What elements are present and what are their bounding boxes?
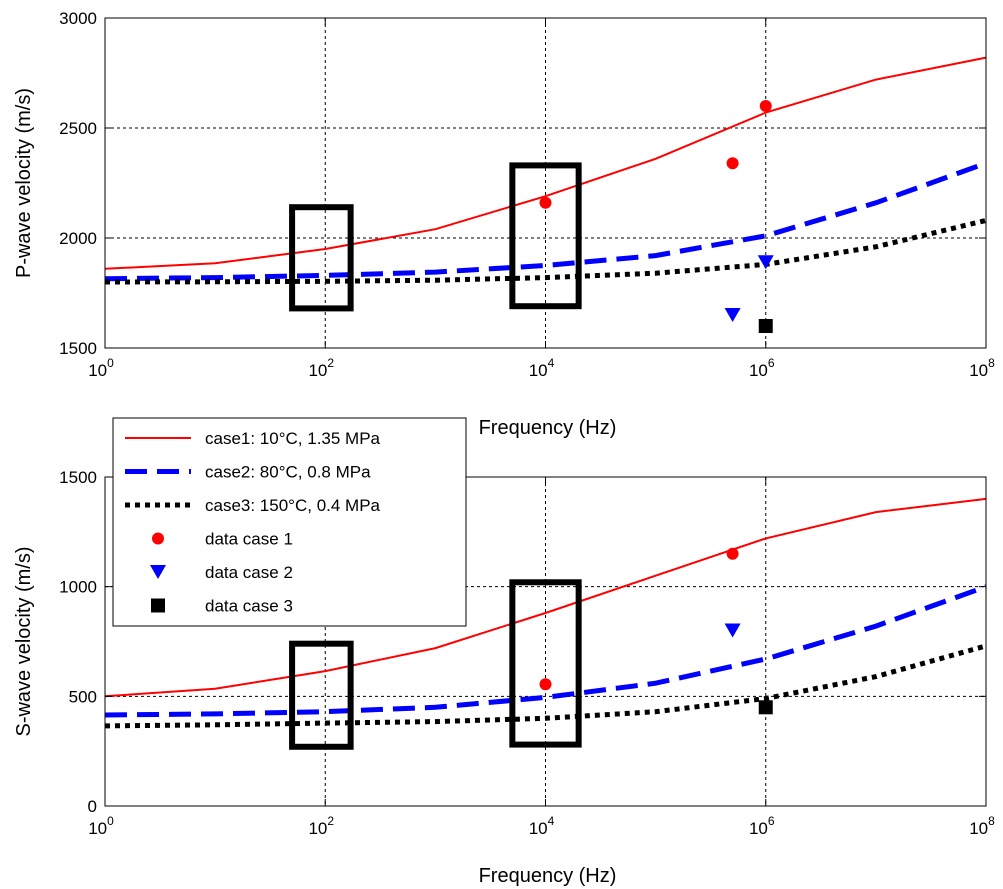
s-wave-x-tick-label: 100 [88, 814, 114, 838]
p-wave-x-tick-base: 10 [308, 361, 327, 380]
s-wave-x-tick-base: 10 [529, 819, 548, 838]
p-wave-marker-data-case-1 [726, 157, 739, 170]
s-wave-marker-data-case-1 [726, 547, 739, 560]
p-wave-x-tick-exp: 8 [988, 356, 995, 370]
p-wave-series-case1 [104, 56, 987, 270]
s-wave-highlight-box-2 [509, 579, 582, 748]
p-wave-series-case2 [104, 160, 987, 282]
p-wave-x-tick-label: 102 [308, 356, 334, 380]
p-wave-x-tick-base: 10 [969, 361, 988, 380]
s-wave-series-case3 [104, 643, 987, 729]
p-wave-highlight-box-1 [289, 204, 354, 312]
s-wave-marker-data-case-2 [724, 623, 741, 638]
s-wave-x-tick-label: 102 [308, 814, 334, 838]
s-wave-series-case1 [104, 497, 987, 698]
s-wave-x-tick-label: 108 [969, 814, 995, 838]
s-wave-y-tick-label: 0 [88, 797, 97, 816]
legend-label: data case 2 [205, 563, 293, 582]
legend-item-case2-80-c-0-8-mpa: case2: 80°C, 0.8 MPa [125, 463, 371, 482]
s-wave-x-tick-exp: 4 [548, 814, 555, 828]
p-wave-series-case3 [104, 217, 987, 285]
p-wave-y-tick-label: 2500 [59, 119, 97, 138]
p-wave-marker-data-case-2 [724, 308, 741, 322]
p-wave-x-tick-exp: 4 [548, 356, 555, 370]
s-wave-marker-data-case-3 [758, 700, 773, 715]
legend-item-data-case-2: data case 2 [150, 563, 293, 582]
legend-label: data case 1 [205, 530, 293, 549]
p-wave-marker-data-case-1 [759, 100, 772, 112]
p-wave-marker-data-case-2 [757, 255, 774, 270]
s-wave-x-tick-base: 10 [88, 819, 107, 838]
legend-label: case2: 80°C, 0.8 MPa [205, 463, 371, 482]
p-wave-x-tick-label: 108 [969, 356, 995, 380]
p-wave-x-tick-exp: 6 [768, 356, 775, 370]
p-wave-x-axis-label: Frequency (Hz) [479, 417, 617, 439]
legend-swatch-triangle-down [150, 565, 166, 579]
s-wave-highlight-box-1 [289, 640, 354, 750]
p-wave-y-tick-label: 3000 [59, 9, 97, 28]
p-wave-x-tick-label: 100 [88, 356, 114, 380]
s-wave-x-tick-exp: 2 [327, 814, 334, 828]
s-wave-y-tick-label: 1500 [59, 468, 97, 487]
p-wave-highlight-box-2 [509, 162, 582, 310]
legend-label: case3: 150°C, 0.4 MPa [205, 496, 381, 515]
s-wave-marker-data-case-1 [539, 678, 552, 691]
p-wave-x-tick-base: 10 [529, 361, 548, 380]
s-wave-x-tick-label: 104 [529, 814, 555, 838]
s-wave-x-tick-base: 10 [308, 819, 327, 838]
s-wave-y-axis-label: S-wave velocity (m/s) [13, 546, 35, 736]
legend-item-data-case-3: data case 3 [151, 597, 293, 616]
s-wave-x-tick-exp: 0 [107, 814, 114, 828]
legend-swatch-square [151, 598, 165, 613]
s-wave-series-case2 [104, 584, 987, 718]
legend-swatch-circle [152, 532, 164, 545]
s-wave-x-tick-base: 10 [749, 819, 768, 838]
p-wave-y-tick-label: 1500 [59, 339, 97, 358]
s-wave-x-tick-exp: 6 [768, 814, 775, 828]
legend-item-case1-10-c-1-35-mpa: case1: 10°C, 1.35 MPa [125, 429, 381, 448]
p-wave-x-tick-label: 104 [529, 356, 555, 380]
p-wave-x-tick-label: 106 [749, 356, 775, 380]
s-wave-x-tick-exp: 8 [988, 814, 995, 828]
p-wave-y-tick-label: 2000 [59, 229, 97, 248]
p-wave-x-tick-base: 10 [88, 361, 107, 380]
legend-label: case1: 10°C, 1.35 MPa [205, 429, 381, 448]
legend-label: data case 3 [205, 597, 293, 616]
s-wave-y-tick-label: 500 [69, 687, 97, 706]
p-wave-x-tick-exp: 2 [327, 356, 334, 370]
s-wave-x-tick-base: 10 [969, 819, 988, 838]
s-wave-x-tick-label: 106 [749, 814, 775, 838]
p-wave-x-tick-exp: 0 [107, 356, 114, 370]
p-wave-panel: 100 102 104 106 1081500200025003000Frequency… [13, 9, 995, 439]
legend-item-data-case-1: data case 1 [152, 530, 293, 549]
legend-item-case3-150-c-0-4-mpa: case3: 150°C, 0.4 MPa [125, 496, 381, 515]
s-wave-y-tick-label: 1000 [59, 578, 97, 597]
s-wave-x-axis-label: Frequency (Hz) [479, 865, 617, 887]
p-wave-y-axis-label: P-wave velocity (m/s) [13, 88, 35, 278]
legend: case1: 10°C, 1.35 MPa case2: 80°C, 0.8 MP… [112, 417, 467, 627]
p-wave-x-tick-base: 10 [749, 361, 768, 380]
p-wave-marker-data-case-3 [758, 319, 773, 333]
p-wave-marker-data-case-1 [539, 196, 552, 209]
legend-box [112, 417, 467, 627]
